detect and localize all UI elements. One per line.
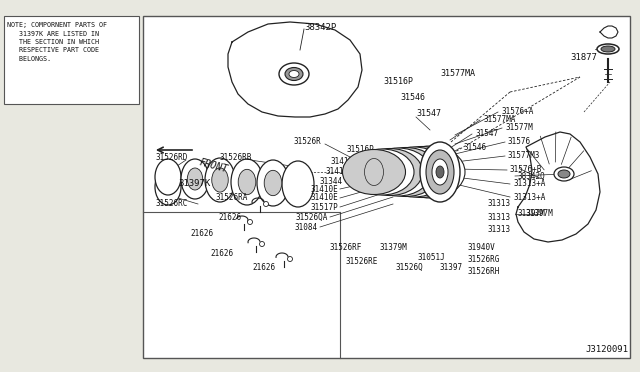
- Text: NOTE; COMPORNENT PARTS OF
   31397K ARE LISTED IN
   THE SECTION IN WHICH
   RES: NOTE; COMPORNENT PARTS OF 31397K ARE LIS…: [7, 22, 107, 62]
- Text: 31526QA: 31526QA: [296, 212, 328, 221]
- Bar: [143, 16, 630, 358]
- Circle shape: [287, 257, 292, 262]
- Ellipse shape: [289, 71, 299, 77]
- Text: 31410E: 31410E: [310, 193, 338, 202]
- Text: 31577MA: 31577MA: [440, 70, 475, 78]
- Text: 21626: 21626: [252, 263, 275, 273]
- Text: 31526Q: 31526Q: [395, 263, 423, 272]
- Text: 31051J: 31051J: [418, 253, 445, 262]
- Text: 31313+A: 31313+A: [513, 192, 545, 202]
- Text: 31526RG: 31526RG: [468, 254, 500, 263]
- Ellipse shape: [380, 147, 448, 197]
- Text: 31577M: 31577M: [505, 124, 532, 132]
- Text: 31547: 31547: [475, 129, 498, 138]
- Text: 31576+A: 31576+A: [501, 108, 533, 116]
- Ellipse shape: [282, 161, 314, 207]
- Ellipse shape: [342, 150, 406, 195]
- Text: 31526RH: 31526RH: [468, 267, 500, 276]
- Bar: [4, 16, 139, 104]
- Text: 31084: 31084: [295, 222, 318, 231]
- Text: 31313: 31313: [488, 224, 511, 234]
- Ellipse shape: [212, 168, 228, 192]
- Text: 31410E: 31410E: [330, 157, 358, 167]
- Ellipse shape: [257, 160, 289, 206]
- Text: FRONT: FRONT: [198, 157, 229, 174]
- Text: 31397K: 31397K: [178, 180, 211, 189]
- Ellipse shape: [436, 166, 444, 178]
- Ellipse shape: [279, 63, 309, 85]
- Text: 38342P: 38342P: [304, 22, 336, 32]
- Text: 31379M: 31379M: [380, 243, 408, 251]
- Text: 21626: 21626: [218, 212, 241, 221]
- Text: 31526R: 31526R: [293, 138, 321, 147]
- Ellipse shape: [285, 67, 303, 80]
- Text: 31577MA: 31577MA: [483, 115, 515, 125]
- Ellipse shape: [358, 148, 422, 196]
- Text: 31546: 31546: [463, 144, 486, 153]
- Text: 31577M3: 31577M3: [508, 151, 540, 160]
- Ellipse shape: [350, 149, 414, 195]
- Ellipse shape: [155, 159, 181, 195]
- Ellipse shape: [558, 170, 570, 178]
- Text: 31410E: 31410E: [310, 185, 338, 193]
- Text: 31526RE: 31526RE: [345, 257, 378, 266]
- Ellipse shape: [432, 159, 448, 185]
- Text: 31526RF: 31526RF: [330, 243, 362, 251]
- Ellipse shape: [188, 168, 203, 190]
- Ellipse shape: [387, 147, 456, 198]
- Ellipse shape: [372, 148, 440, 196]
- Polygon shape: [228, 22, 362, 117]
- Text: 31313+A: 31313+A: [513, 180, 545, 189]
- Text: 31526RD: 31526RD: [155, 153, 188, 161]
- Text: 31576+B: 31576+B: [510, 166, 542, 174]
- Text: 31397M: 31397M: [525, 209, 553, 218]
- Ellipse shape: [426, 150, 454, 194]
- Text: 31547: 31547: [416, 109, 441, 119]
- Text: 31516P: 31516P: [383, 77, 413, 87]
- Ellipse shape: [365, 148, 431, 196]
- Ellipse shape: [238, 169, 256, 195]
- Text: 31410F: 31410F: [325, 167, 353, 176]
- Text: 38342Q: 38342Q: [518, 171, 546, 180]
- Ellipse shape: [264, 170, 282, 196]
- Ellipse shape: [395, 146, 465, 198]
- Text: 31344: 31344: [320, 176, 343, 186]
- Circle shape: [248, 219, 253, 224]
- Ellipse shape: [155, 169, 181, 205]
- Ellipse shape: [601, 46, 615, 52]
- Text: 31526RA: 31526RA: [215, 192, 248, 202]
- Ellipse shape: [181, 159, 209, 199]
- Text: 21626: 21626: [210, 250, 233, 259]
- Text: 31526RB: 31526RB: [220, 153, 252, 161]
- Text: 31877: 31877: [570, 52, 597, 61]
- Polygon shape: [600, 26, 618, 38]
- Text: 31516P: 31516P: [346, 145, 374, 154]
- Text: 31397: 31397: [440, 263, 463, 272]
- Text: 21626: 21626: [190, 230, 213, 238]
- Polygon shape: [516, 132, 600, 242]
- Ellipse shape: [205, 158, 235, 202]
- Text: 31546: 31546: [400, 93, 425, 103]
- Ellipse shape: [420, 142, 460, 202]
- Ellipse shape: [231, 159, 263, 205]
- Text: J3120091: J3120091: [585, 345, 628, 354]
- Text: 31313: 31313: [488, 199, 511, 208]
- Text: 31940V: 31940V: [468, 243, 496, 251]
- Circle shape: [259, 241, 264, 247]
- Text: 31313: 31313: [488, 212, 511, 221]
- Ellipse shape: [597, 44, 619, 54]
- Text: 31576: 31576: [508, 138, 531, 147]
- Circle shape: [264, 202, 269, 206]
- Ellipse shape: [554, 167, 574, 181]
- Text: 31517P: 31517P: [310, 202, 338, 212]
- Text: 31397M: 31397M: [518, 209, 546, 218]
- Text: 31526RC: 31526RC: [155, 199, 188, 208]
